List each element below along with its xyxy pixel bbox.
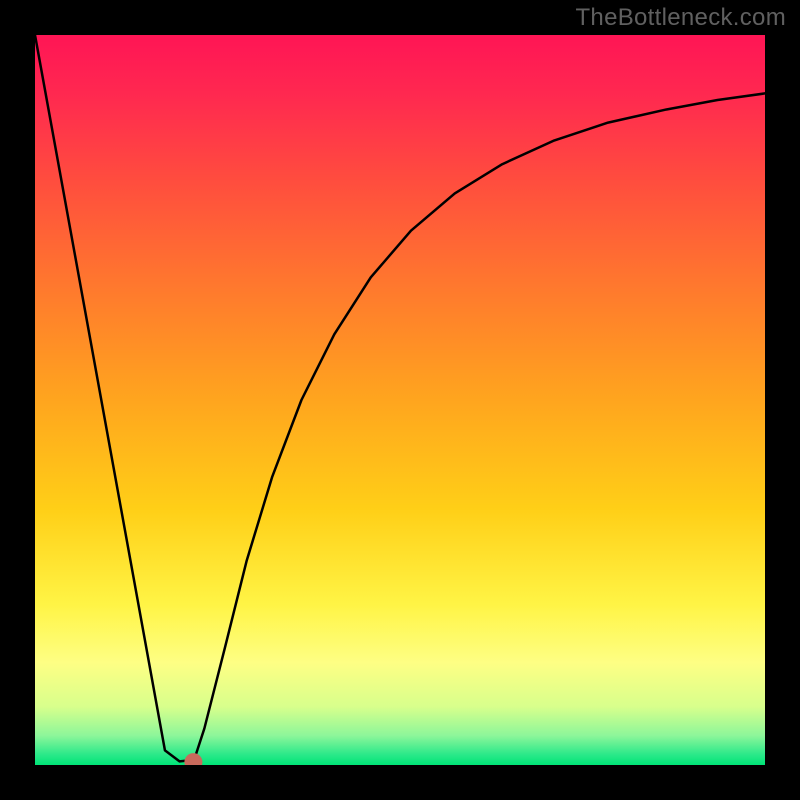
- watermark-text: TheBottleneck.com: [575, 4, 786, 32]
- bottleneck-chart: [35, 35, 765, 765]
- chart-background: [35, 35, 765, 765]
- chart-container: TheBottleneck.com: [0, 0, 800, 800]
